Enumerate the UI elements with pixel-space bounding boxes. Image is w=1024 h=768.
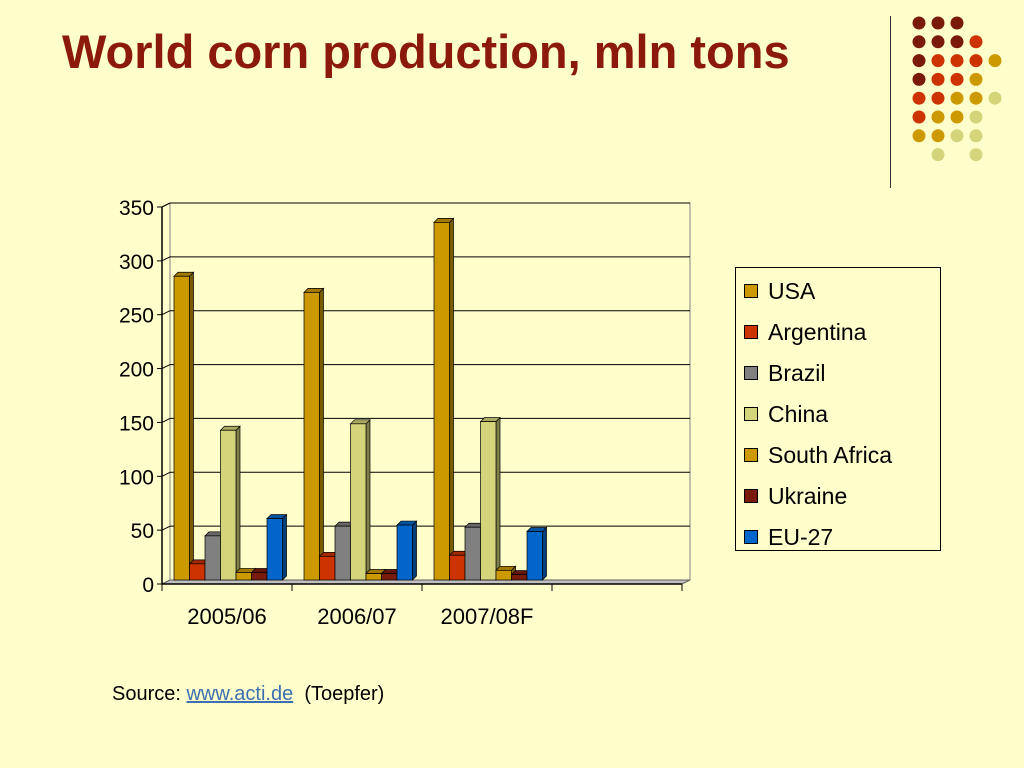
y-tick-label: 150 — [119, 412, 154, 435]
y-tick-label: 50 — [131, 520, 154, 543]
decorative-dot — [969, 72, 983, 86]
decorative-dot — [969, 91, 983, 105]
decorative-dot — [931, 129, 945, 143]
legend-label: China — [768, 400, 829, 427]
y-tick-label: 200 — [119, 359, 154, 382]
decorative-dot — [931, 110, 945, 124]
decorative-dot — [912, 72, 926, 86]
source-note: Source: www.acti.de (Toepfer) — [112, 683, 384, 706]
legend-label: Argentina — [768, 318, 867, 345]
y-tick-label: 350 — [119, 197, 154, 220]
decorative-dot — [950, 16, 964, 30]
legend-swatch — [744, 489, 758, 503]
decorative-dot — [931, 91, 945, 105]
gridline-side — [161, 310, 171, 316]
legend-label: South Africa — [768, 441, 893, 468]
decorative-dot — [912, 110, 926, 124]
decorative-dot — [912, 16, 926, 30]
decorative-dot — [950, 91, 964, 105]
legend-swatch — [744, 325, 758, 339]
decorative-dot — [931, 16, 945, 30]
y-tick-label: 100 — [119, 466, 154, 489]
legend-item: EU-27 — [744, 523, 833, 551]
source-link[interactable]: www.acti.de — [186, 683, 294, 705]
x-tick-label: 2006/07 — [317, 604, 397, 629]
bar — [479, 416, 501, 581]
gridline-side — [161, 364, 171, 370]
decorative-dot — [969, 148, 983, 162]
decorative-dot — [988, 54, 1002, 68]
bar — [173, 271, 195, 581]
source-suffix: (Toepfer) — [293, 683, 385, 705]
legend-label: Ukraine — [768, 482, 848, 509]
decorative-dot — [969, 110, 983, 124]
legend-item: South Africa — [744, 441, 892, 469]
legend-swatch — [744, 448, 758, 462]
decorative-dot — [931, 72, 945, 86]
source-prefix: Source: — [112, 683, 187, 705]
decorative-dot — [988, 91, 1002, 105]
decorative-dot — [912, 129, 926, 143]
legend-swatch — [744, 407, 758, 421]
decorative-dots — [912, 16, 1002, 162]
plot-area — [169, 202, 691, 581]
x-tick-label: 2007/08F — [441, 604, 534, 629]
legend-item: Brazil — [744, 359, 826, 387]
decorative-dot — [912, 54, 926, 68]
decorative-dot — [950, 129, 964, 143]
decorative-dot — [969, 129, 983, 143]
bar — [303, 287, 325, 581]
bar — [266, 513, 288, 581]
legend-item: Ukraine — [744, 482, 847, 510]
decorative-dot — [931, 35, 945, 49]
legend-item: USA — [744, 277, 815, 305]
gridline-side — [161, 417, 171, 423]
y-tick-label: 300 — [119, 251, 154, 274]
x-tick-label: 2005/06 — [187, 604, 267, 629]
decorative-dot — [950, 54, 964, 68]
legend-swatch — [744, 284, 758, 298]
corn-production-chart: 0 50 100 150 200 250 300 350 2005/06 2006/07 2007/… — [119, 197, 691, 629]
decorative-dot — [950, 72, 964, 86]
legend-label: EU-27 — [768, 523, 834, 550]
legend-label: Brazil — [768, 359, 826, 386]
decorative-dot — [931, 54, 945, 68]
bar — [219, 425, 241, 581]
legend-swatch — [744, 530, 758, 544]
bar — [349, 418, 371, 581]
decorative-dot — [950, 110, 964, 124]
slide-title: World corn production, mln tons — [62, 25, 790, 78]
decorative-dot — [912, 35, 926, 49]
gridline-side — [161, 525, 171, 531]
chart-legend: USA Argentina Brazil China South Africa Ukrai… — [735, 267, 941, 551]
decorative-dot — [931, 148, 945, 162]
bar — [396, 520, 418, 581]
decorative-dot — [969, 35, 983, 49]
legend-swatch — [744, 366, 758, 380]
y-tick-label: 0 — [142, 574, 154, 597]
legend-item: Argentina — [744, 318, 866, 346]
legend-label: USA — [768, 277, 816, 304]
decorative-dot — [912, 91, 926, 105]
bar — [526, 526, 548, 581]
bar — [433, 217, 455, 581]
decorative-dot — [969, 54, 983, 68]
gridline-side — [161, 202, 171, 208]
gridline-side — [161, 471, 171, 477]
gridline-side — [161, 256, 171, 262]
decorative-dot — [950, 35, 964, 49]
y-tick-label: 250 — [119, 305, 154, 328]
divider-line — [890, 16, 891, 188]
legend-item: China — [744, 400, 828, 428]
